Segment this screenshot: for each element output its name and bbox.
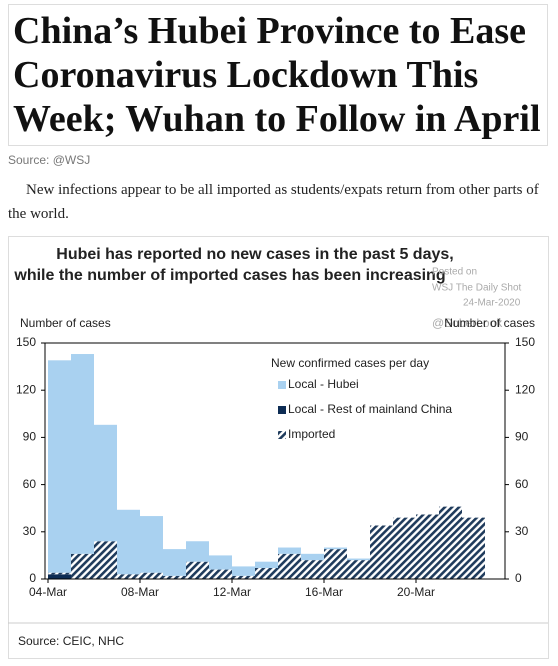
- bar-segment: [255, 567, 278, 579]
- headline-line: Coronavirus Lockdown This: [13, 54, 479, 96]
- bar-segment: [462, 517, 485, 579]
- y2-tick-label: 60: [515, 477, 529, 491]
- bar-segment: [301, 553, 324, 561]
- legend-swatch: [278, 381, 286, 389]
- chart-title: Hubei has reported no new cases in the p…: [56, 246, 453, 263]
- bar-segment: [209, 555, 232, 570]
- chart-frame: [8, 236, 549, 659]
- legend-swatch: [278, 431, 286, 439]
- x-tick-label: 16-Mar: [305, 585, 343, 599]
- bar-segment: [117, 574, 140, 579]
- legend-label: Imported: [288, 427, 335, 441]
- bar-segment: [393, 517, 416, 579]
- bar-segment: [416, 514, 439, 579]
- bar-segment: [324, 549, 347, 579]
- bar-segment: [232, 566, 255, 576]
- y-tick-label: 90: [23, 430, 37, 444]
- bar-segment: [278, 553, 301, 579]
- x-tick-label: 08-Mar: [121, 585, 159, 599]
- bar-segment: [232, 575, 255, 579]
- x-tick-label: 12-Mar: [213, 585, 251, 599]
- y2-tick-label: 90: [515, 430, 529, 444]
- y2-tick-label: 0: [515, 571, 522, 585]
- bar-segment: [278, 547, 301, 554]
- headline: China’s Hubei Province to Ease Coronavir…: [8, 4, 548, 146]
- watermark: 24-Mar-2020: [463, 298, 521, 309]
- x-tick-label: 20-Mar: [397, 585, 435, 599]
- bar-segment: [186, 541, 209, 562]
- bar-segment: [140, 516, 163, 573]
- watermark: Posted on: [432, 267, 477, 278]
- bar-segment: [71, 553, 94, 579]
- bar-segment: [347, 558, 370, 561]
- bar-segment: [48, 574, 71, 579]
- bar-segment: [94, 541, 117, 579]
- y-tick-label: 60: [23, 477, 37, 491]
- y2-tick-label: 150: [515, 335, 535, 349]
- chart-source: Source: CEIC, NHC: [18, 634, 124, 648]
- legend-title: New confirmed cases per day: [271, 356, 429, 370]
- bar-segment: [347, 560, 370, 579]
- bar-segment: [439, 506, 462, 579]
- chart: Hubei has reported no new cases in the p…: [8, 236, 549, 659]
- plot-frame: [44, 342, 506, 580]
- y2-tick-label: 120: [515, 382, 535, 396]
- y-tick-label: 150: [16, 335, 36, 349]
- y-axis-title: Number of cases: [20, 316, 111, 330]
- bar-segment: [71, 354, 94, 554]
- bar-segment: [117, 509, 140, 575]
- legend-label: Local - Hubei: [288, 377, 359, 391]
- bar-segment: [48, 572, 71, 575]
- watermark: WSJ The Daily Shot: [432, 283, 522, 294]
- legend-label: Local - Rest of mainland China: [288, 402, 452, 416]
- bar-segment: [163, 575, 186, 579]
- bar-segment: [324, 547, 347, 550]
- headline-line: China’s Hubei Province to Ease: [13, 10, 527, 52]
- bar-segment: [209, 569, 232, 579]
- bar-segment: [186, 561, 209, 579]
- y-tick-label: 0: [29, 571, 36, 585]
- bar-segment: [301, 560, 324, 579]
- y-tick-label: 30: [23, 524, 37, 538]
- watermark: @SoberLook: [432, 316, 503, 330]
- bar-segment: [48, 360, 71, 573]
- bar-segment: [370, 525, 393, 579]
- y2-tick-label: 30: [515, 524, 529, 538]
- paragraph: New infections appear to be all imported…: [8, 182, 539, 222]
- chart-title: while the number of imported cases has b…: [13, 267, 445, 284]
- y2-axis-title: Number of cases: [444, 316, 535, 330]
- y-tick-label: 120: [16, 382, 36, 396]
- legend-swatch: [278, 406, 286, 414]
- bar-segment: [163, 549, 186, 576]
- headline-line: Week; Wuhan to Follow in April: [13, 98, 541, 140]
- bar-segment: [94, 424, 117, 542]
- source: Source: @WSJ: [8, 153, 91, 167]
- x-tick-label: 04-Mar: [29, 585, 67, 599]
- bar-segment: [255, 561, 278, 568]
- bar-segment: [140, 572, 163, 579]
